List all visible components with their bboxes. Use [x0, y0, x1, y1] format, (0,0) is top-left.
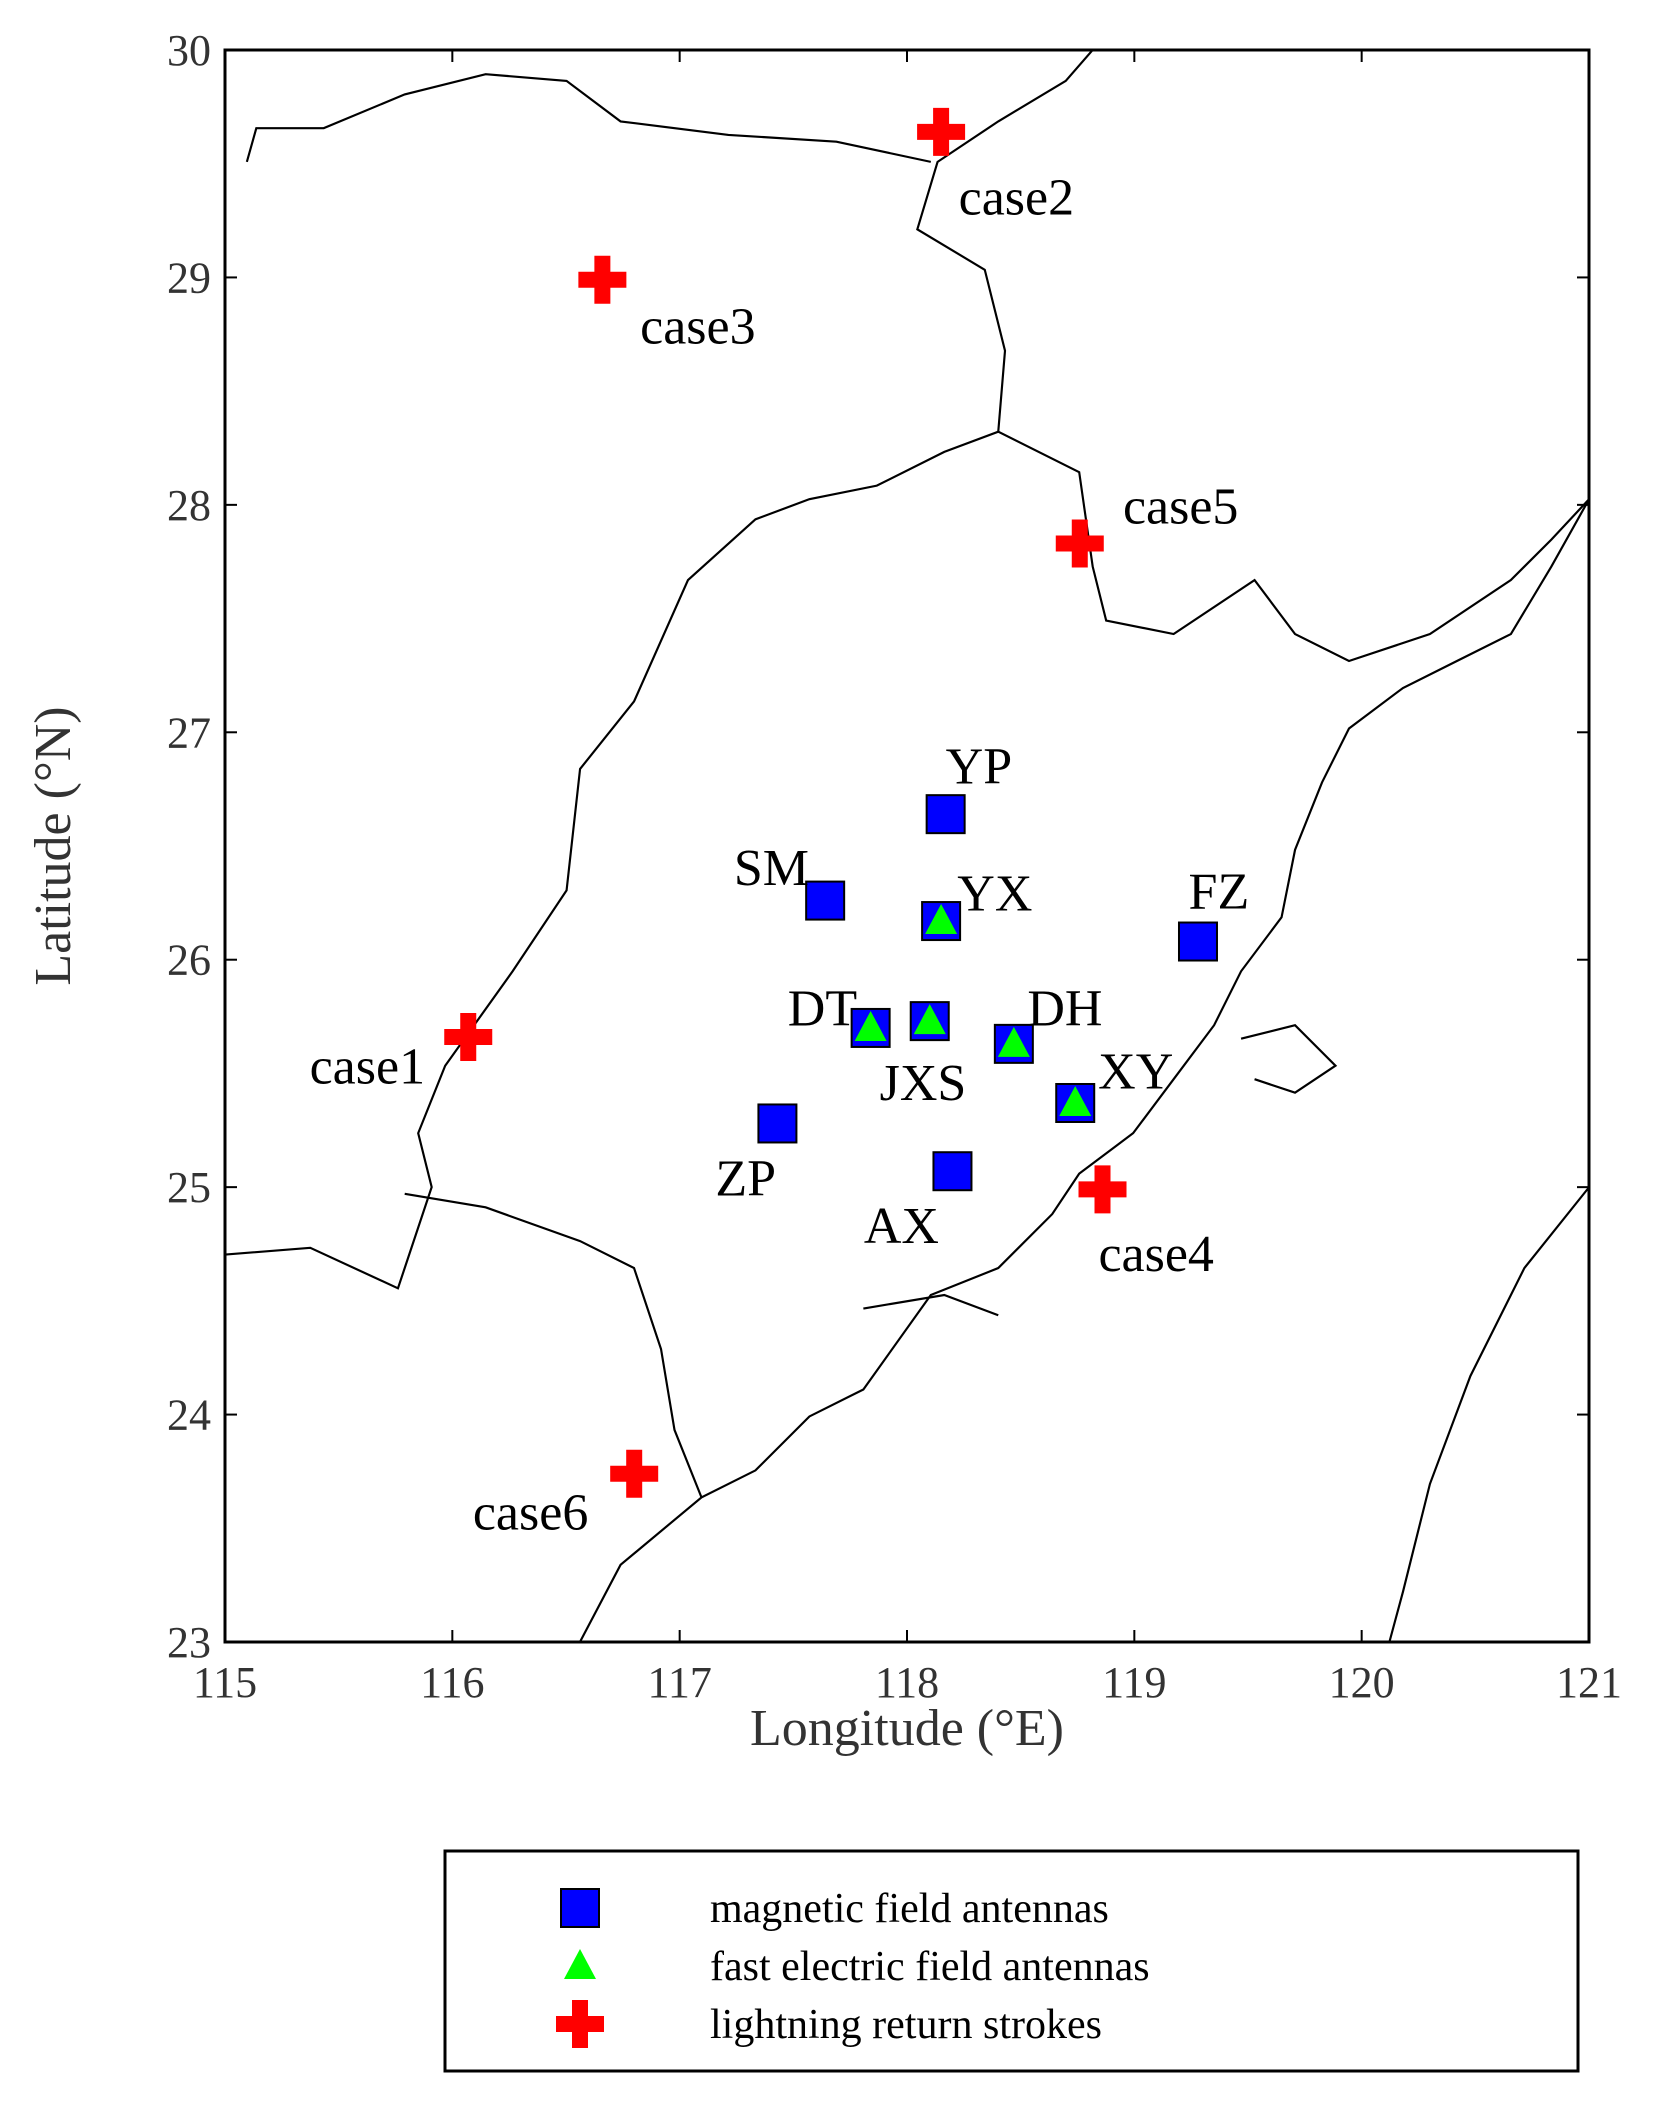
point	[997, 1026, 1030, 1057]
point-label: FZ	[1189, 863, 1250, 920]
x-tick-label: 115	[193, 1658, 257, 1707]
plot-frame	[223, 48, 1591, 1644]
legend-marker	[556, 2000, 604, 2048]
point	[1177, 921, 1218, 962]
point	[757, 1103, 798, 1144]
point-label: case1	[310, 1038, 425, 1095]
point	[913, 1004, 946, 1035]
point	[854, 1010, 887, 1041]
point-label: case2	[959, 170, 1074, 227]
point	[932, 1151, 973, 1192]
y-tick-label: 26	[167, 936, 211, 985]
point-label: DT	[788, 981, 857, 1038]
legend-label: fast electric field antennas	[710, 1944, 1150, 1990]
y-tick-label: 28	[167, 481, 211, 530]
point	[1055, 519, 1104, 568]
x-axis-label: Longitude (°E)	[750, 1700, 1064, 1757]
point-label: ZP	[715, 1150, 776, 1207]
legend-label: lightning return strokes	[710, 2002, 1102, 2048]
point-label: XY	[1098, 1044, 1173, 1101]
point-label: AX	[864, 1198, 939, 1255]
y-axis-label: Latitude (°N)	[25, 706, 82, 985]
point-label: case6	[473, 1484, 588, 1541]
point	[1059, 1085, 1092, 1116]
legend-label: magnetic field antennas	[710, 1886, 1109, 1932]
point	[805, 880, 846, 921]
y-tick-label: 24	[167, 1391, 211, 1440]
y-tick-label: 25	[167, 1163, 211, 1212]
point-label: SM	[734, 840, 809, 897]
x-tick-label: 120	[1329, 1658, 1395, 1707]
y-tick-label: 27	[167, 708, 211, 757]
y-tick-label: 29	[167, 253, 211, 302]
point	[578, 255, 627, 304]
point	[444, 1013, 493, 1062]
point	[1078, 1165, 1127, 1214]
point	[925, 904, 958, 935]
point-label: YP	[946, 739, 1012, 796]
legend-marker	[560, 1888, 600, 1928]
point-label: case4	[1098, 1226, 1213, 1283]
x-tick-label: 116	[420, 1658, 484, 1707]
point-label: YX	[957, 866, 1032, 923]
legend-marker	[564, 1949, 596, 1979]
x-tick-label: 119	[1102, 1658, 1166, 1707]
point-label: DH	[1027, 980, 1102, 1037]
x-tick-label: 121	[1556, 1658, 1622, 1707]
x-tick-label: 118	[875, 1658, 939, 1707]
x-tick-label: 117	[647, 1658, 711, 1707]
y-tick-label: 23	[167, 1618, 211, 1667]
map-borders	[225, 49, 1591, 1643]
point-label: case5	[1123, 479, 1238, 536]
point-label: JXS	[880, 1055, 967, 1112]
point	[917, 107, 966, 156]
y-tick-label: 30	[167, 26, 211, 75]
legend-box	[443, 1849, 1580, 2073]
point	[925, 794, 966, 835]
point-label: case3	[640, 299, 755, 356]
point	[610, 1449, 659, 1498]
